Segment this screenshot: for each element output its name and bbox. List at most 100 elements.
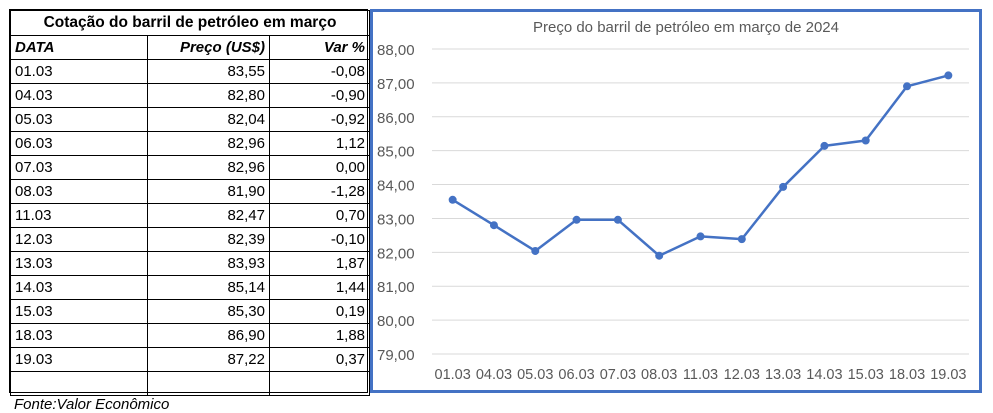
cell-date: 13.03 xyxy=(10,251,148,276)
table-row-empty xyxy=(10,371,371,396)
table-row: 04.03 82,80 -0,90 xyxy=(10,83,371,108)
cell-var: 0,00 xyxy=(268,155,371,180)
y-tick-label: 85,00 xyxy=(377,144,415,161)
data-point xyxy=(572,215,581,224)
series-line xyxy=(451,74,949,257)
header-var: Var % xyxy=(268,35,371,60)
cell-var: 1,88 xyxy=(268,323,371,348)
data-point xyxy=(489,221,498,230)
y-tick-label: 86,00 xyxy=(377,110,415,127)
table-title: Cotação do barril de petróleo em março xyxy=(9,10,371,36)
x-tick-label: 11.03 xyxy=(683,367,718,383)
cell-var: 1,87 xyxy=(268,251,371,276)
cell-price: 83,55 xyxy=(147,59,270,84)
cell-var: -0,90 xyxy=(268,83,371,108)
price-table: Cotação do barril de petróleo em março D… xyxy=(9,10,371,396)
cell-var: 0,19 xyxy=(268,299,371,324)
cell-date: 14.03 xyxy=(10,275,148,300)
table-header-row: DATA Preço (US$) Var % xyxy=(10,35,371,60)
table-row: 15.03 85,30 0,19 xyxy=(10,299,371,324)
cell-price: 82,96 xyxy=(147,131,270,156)
data-point xyxy=(655,251,664,260)
x-tick-label: 15.03 xyxy=(848,367,884,383)
x-tick-label: 08.03 xyxy=(641,367,677,383)
cell-var: -0,92 xyxy=(268,107,371,132)
cell-empty xyxy=(10,371,148,396)
cell-date: 07.03 xyxy=(10,155,148,180)
table-row: 13.03 83,93 1,87 xyxy=(10,251,371,276)
cell-date: 12.03 xyxy=(10,227,148,252)
cell-price: 85,30 xyxy=(147,299,270,324)
cell-price: 83,93 xyxy=(147,251,270,276)
cell-price: 82,47 xyxy=(147,203,270,228)
cell-date: 19.03 xyxy=(10,347,148,372)
data-point xyxy=(696,232,705,241)
table-row: 11.03 82,47 0,70 xyxy=(10,203,371,228)
y-tick-label: 88,00 xyxy=(377,42,415,59)
cell-price: 81,90 xyxy=(147,179,270,204)
table-row: 05.03 82,04 -0,92 xyxy=(10,107,371,132)
x-tick-label: 14.03 xyxy=(806,367,842,383)
y-tick-label: 79,00 xyxy=(377,347,415,364)
x-tick-label: 13.03 xyxy=(765,367,801,383)
y-tick-label: 81,00 xyxy=(377,279,415,296)
y-tick-label: 80,00 xyxy=(377,313,415,330)
cell-price: 82,80 xyxy=(147,83,270,108)
table-row: 07.03 82,96 0,00 xyxy=(10,155,371,180)
table-row: 14.03 85,14 1,44 xyxy=(10,275,371,300)
table-row: 12.03 82,39 -0,10 xyxy=(10,227,371,252)
cell-date: 04.03 xyxy=(10,83,148,108)
cell-empty xyxy=(268,371,371,396)
cell-date: 08.03 xyxy=(10,179,148,204)
cell-var: -0,10 xyxy=(268,227,371,252)
x-tick-label: 04.03 xyxy=(476,367,512,383)
data-point xyxy=(861,136,870,145)
cell-date: 06.03 xyxy=(10,131,148,156)
cell-date: 01.03 xyxy=(10,59,148,84)
y-tick-label: 83,00 xyxy=(377,211,415,228)
y-tick-label: 82,00 xyxy=(377,245,415,262)
cell-date: 18.03 xyxy=(10,323,148,348)
cell-price: 82,04 xyxy=(147,107,270,132)
table-body: 01.03 83,55 -0,08 04.03 82,80 -0,90 05.03 82,04… xyxy=(10,59,371,396)
cell-price: 82,39 xyxy=(147,227,270,252)
chart-title: Preço do barril de petróleo em março de … xyxy=(533,19,839,36)
x-tick-label: 06.03 xyxy=(558,367,594,383)
x-tick-label: 05.03 xyxy=(517,367,553,383)
table-row: 18.03 86,90 1,88 xyxy=(10,323,371,348)
data-point xyxy=(448,195,457,204)
data-point xyxy=(737,235,746,244)
price-table-container: Cotação do barril de petróleo em março D… xyxy=(9,9,371,396)
data-point xyxy=(903,82,912,91)
x-tick-label: 19.03 xyxy=(930,367,966,383)
source-note: Fonte:Valor Econômico xyxy=(14,396,170,413)
cell-empty xyxy=(147,371,270,396)
data-point xyxy=(613,215,622,224)
cell-var: 0,37 xyxy=(268,347,371,372)
cell-price: 87,22 xyxy=(147,347,270,372)
cell-date: 05.03 xyxy=(10,107,148,132)
data-point xyxy=(944,71,953,80)
cell-var: -1,28 xyxy=(268,179,371,204)
cell-price: 86,90 xyxy=(147,323,270,348)
y-tick-label: 84,00 xyxy=(377,178,415,195)
price-chart-svg: Preço do barril de petróleo em março de … xyxy=(377,19,969,383)
data-point xyxy=(779,182,788,191)
cell-price: 82,96 xyxy=(147,155,270,180)
header-date: DATA xyxy=(10,35,148,60)
data-point xyxy=(820,141,829,150)
data-point xyxy=(531,246,540,255)
x-tick-label: 12.03 xyxy=(724,367,760,383)
cell-date: 15.03 xyxy=(10,299,148,324)
table-row: 01.03 83,55 -0,08 xyxy=(10,59,371,84)
price-chart: Preço do barril de petróleo em março de … xyxy=(370,9,982,393)
cell-var: 1,44 xyxy=(268,275,371,300)
header-price: Preço (US$) xyxy=(147,35,270,60)
cell-var: -0,08 xyxy=(268,59,371,84)
x-tick-label: 18.03 xyxy=(889,367,925,383)
x-tick-label: 01.03 xyxy=(435,367,471,383)
y-tick-label: 87,00 xyxy=(377,76,415,93)
table-row: 06.03 82,96 1,12 xyxy=(10,131,371,156)
x-tick-label: 07.03 xyxy=(600,367,636,383)
cell-var: 1,12 xyxy=(268,131,371,156)
